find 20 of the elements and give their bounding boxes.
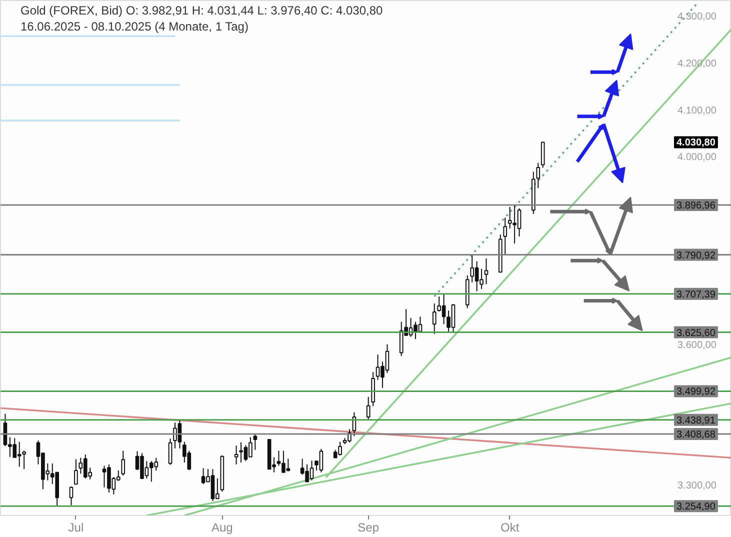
ref-line-label: 3.499,92 [676, 386, 716, 398]
x-tick-label: Aug [211, 520, 233, 534]
ref-line-label: 3.790,92 [676, 250, 716, 262]
x-tick-label: Okt [500, 520, 520, 534]
ref-line-label: 3.438,91 [676, 415, 716, 426]
ref-line-label: 3.896,96 [676, 200, 716, 212]
chart-title: Gold (FOREX, Bid) O: 3.982,91 H: 4.031,44 L: 3.976,40 C: 4.030,80 [20, 4, 384, 18]
y-tick-label: 4.100,00 [678, 105, 717, 116]
annotation: 4.030,80 [676, 138, 716, 149]
y-tick-label: 3.600,00 [678, 340, 717, 351]
y-tick-label: 3.300,00 [678, 480, 717, 492]
ref-line-label: 3.254,90 [676, 502, 716, 513]
ref-line-label: 3.408,68 [676, 430, 716, 441]
text: 16.06.2025 - 08.10.2025 (4 Monate, 1 Tag) [20, 20, 248, 34]
y-tick-label: 4.300,00 [678, 11, 717, 22]
ref-line-label: 3.707,39 [676, 289, 716, 300]
y-tick-label: 4.000,00 [678, 152, 717, 164]
ref-line-label: 3.625,60 [676, 328, 716, 339]
x-tick-label: Jul [68, 520, 84, 534]
x-tick-label: Sep [358, 520, 380, 534]
